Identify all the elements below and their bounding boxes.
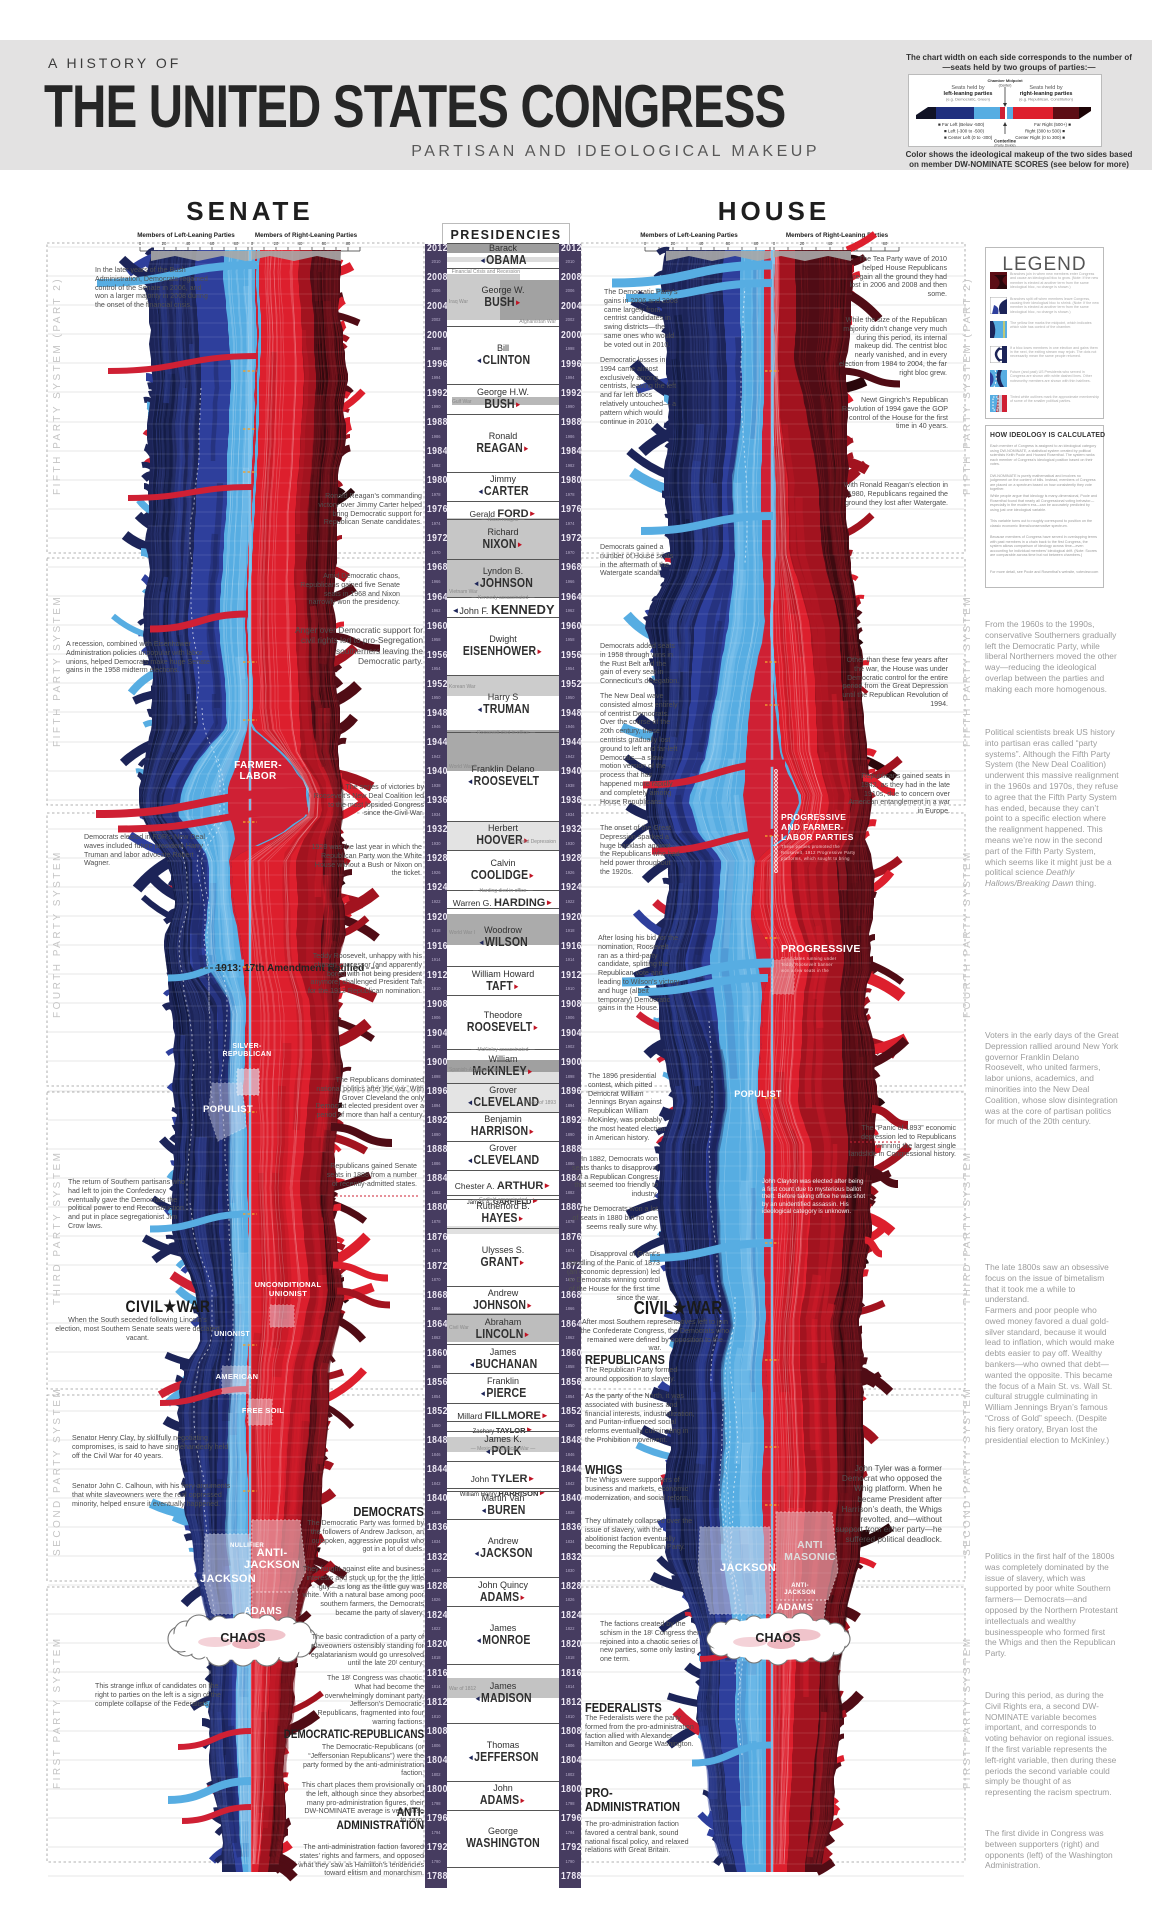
svg-text:40: 40 [699,241,704,246]
svg-text:0: 0 [251,241,254,246]
svg-text:60: 60 [726,241,731,246]
svg-text:■ Left (-300 to -500): ■ Left (-300 to -500) [944,129,984,134]
svg-text:Seats held by: Seats held by [951,85,985,91]
svg-text:UNIONIST: UNIONIST [269,1289,307,1298]
svg-text:ADAMS: ADAMS [244,1606,282,1617]
svg-text:40: 40 [298,241,303,246]
svg-text:platforms, which sought to bri: platforms, which sought to bring [781,856,850,861]
svg-text:(e.g. Democratic, Green): (e.g. Democratic, Green) [946,97,991,102]
svg-text:AND FARMER-: AND FARMER- [781,822,844,832]
svg-text:80: 80 [346,241,351,246]
svg-text:UNIONIST: UNIONIST [214,1331,250,1338]
svg-text:CHAOS: CHAOS [755,1631,800,1645]
svg-text:won a few seats in the: won a few seats in the [781,968,829,973]
svg-text:ANTI-: ANTI- [791,1583,809,1589]
svg-text:Seats held by: Seats held by [1029,85,1063,91]
svg-text:MASONIC: MASONIC [784,1551,836,1563]
svg-text:40: 40 [186,241,191,246]
svg-text:JACKSON: JACKSON [244,1559,300,1571]
svg-text:right-leaning parties: right-leaning parties [1020,91,1073,97]
svg-text:0: 0 [139,241,142,246]
svg-text:60: 60 [322,241,327,246]
svg-text:80: 80 [234,241,239,246]
svg-text:left-leaning parties: left-leaning parties [944,91,993,97]
svg-text:Far Right (500+) ■: Far Right (500+) ■ [1034,122,1071,127]
svg-text:ADAMS: ADAMS [777,1602,813,1613]
svg-text:CHAOS: CHAOS [220,1631,265,1645]
svg-text:JACKSON: JACKSON [200,1573,256,1585]
svg-text:20: 20 [274,241,279,246]
svg-text:80: 80 [754,241,759,246]
svg-text:Candidates running under: Candidates running under [781,956,837,961]
svg-text:■ Far Left (Below -500): ■ Far Left (Below -500) [938,122,985,127]
svg-text:ANTI-: ANTI- [257,1547,288,1559]
svg-text:40: 40 [828,241,833,246]
svg-text:1913: 17th Amendment Ratified: 1913: 17th Amendment Ratified [216,963,365,974]
svg-text:Chamber Midpoint: Chamber Midpoint [987,78,1023,83]
svg-text:REPUBLICAN: REPUBLICAN [223,1051,272,1058]
svg-text:20: 20 [800,241,805,246]
svg-text:FARMER-: FARMER- [234,760,282,771]
svg-text:(Party Divide): (Party Divide) [994,144,1015,148]
svg-text:PROGRESSIVE: PROGRESSIVE [781,812,846,822]
svg-text:Teddy Roosevelt banner: Teddy Roosevelt banner [781,962,833,967]
svg-text:AMERICAN: AMERICAN [216,1372,259,1381]
svg-text:(Center): (Center) [999,84,1012,88]
svg-text:POPULIST: POPULIST [734,1089,782,1099]
svg-text:Right (300 to 500) ■: Right (300 to 500) ■ [1025,129,1065,134]
svg-text:JACKSON: JACKSON [720,1562,776,1574]
svg-text:JACKSON: JACKSON [784,1590,815,1596]
svg-text:Roosevelt, 1912 Progressive Pa: Roosevelt, 1912 Progressive Party [781,850,856,855]
svg-text:80: 80 [883,241,888,246]
svg-text:These parties promoted the: These parties promoted the [781,844,840,849]
svg-text:0: 0 [773,241,776,246]
svg-text:20: 20 [162,241,167,246]
svg-text:LABOR PARTIES: LABOR PARTIES [781,832,854,842]
svg-text:UNCONDITIONAL: UNCONDITIONAL [255,1280,322,1289]
svg-text:NULLIFIER: NULLIFIER [230,1543,264,1549]
svg-text:Centerline: Centerline [994,139,1017,144]
svg-text:0: 0 [644,241,647,246]
svg-text:Center Right (0 to 300) ■: Center Right (0 to 300) ■ [1015,135,1065,140]
svg-text:POPULIST: POPULIST [203,1104,253,1115]
svg-text:■ Center Left (0 to -300): ■ Center Left (0 to -300) [944,135,993,140]
svg-text:LABOR: LABOR [239,771,277,782]
svg-text:FREE SOIL: FREE SOIL [242,1406,284,1415]
svg-text:PROGRESSIVE: PROGRESSIVE [781,943,861,955]
svg-text:20: 20 [671,241,676,246]
svg-text:60: 60 [210,241,215,246]
svg-text:ANTI: ANTI [797,1539,823,1551]
svg-text:SILVER-: SILVER- [232,1043,262,1050]
svg-text:(e.g. Republican, Constitution: (e.g. Republican, Constitution) [1019,97,1073,102]
